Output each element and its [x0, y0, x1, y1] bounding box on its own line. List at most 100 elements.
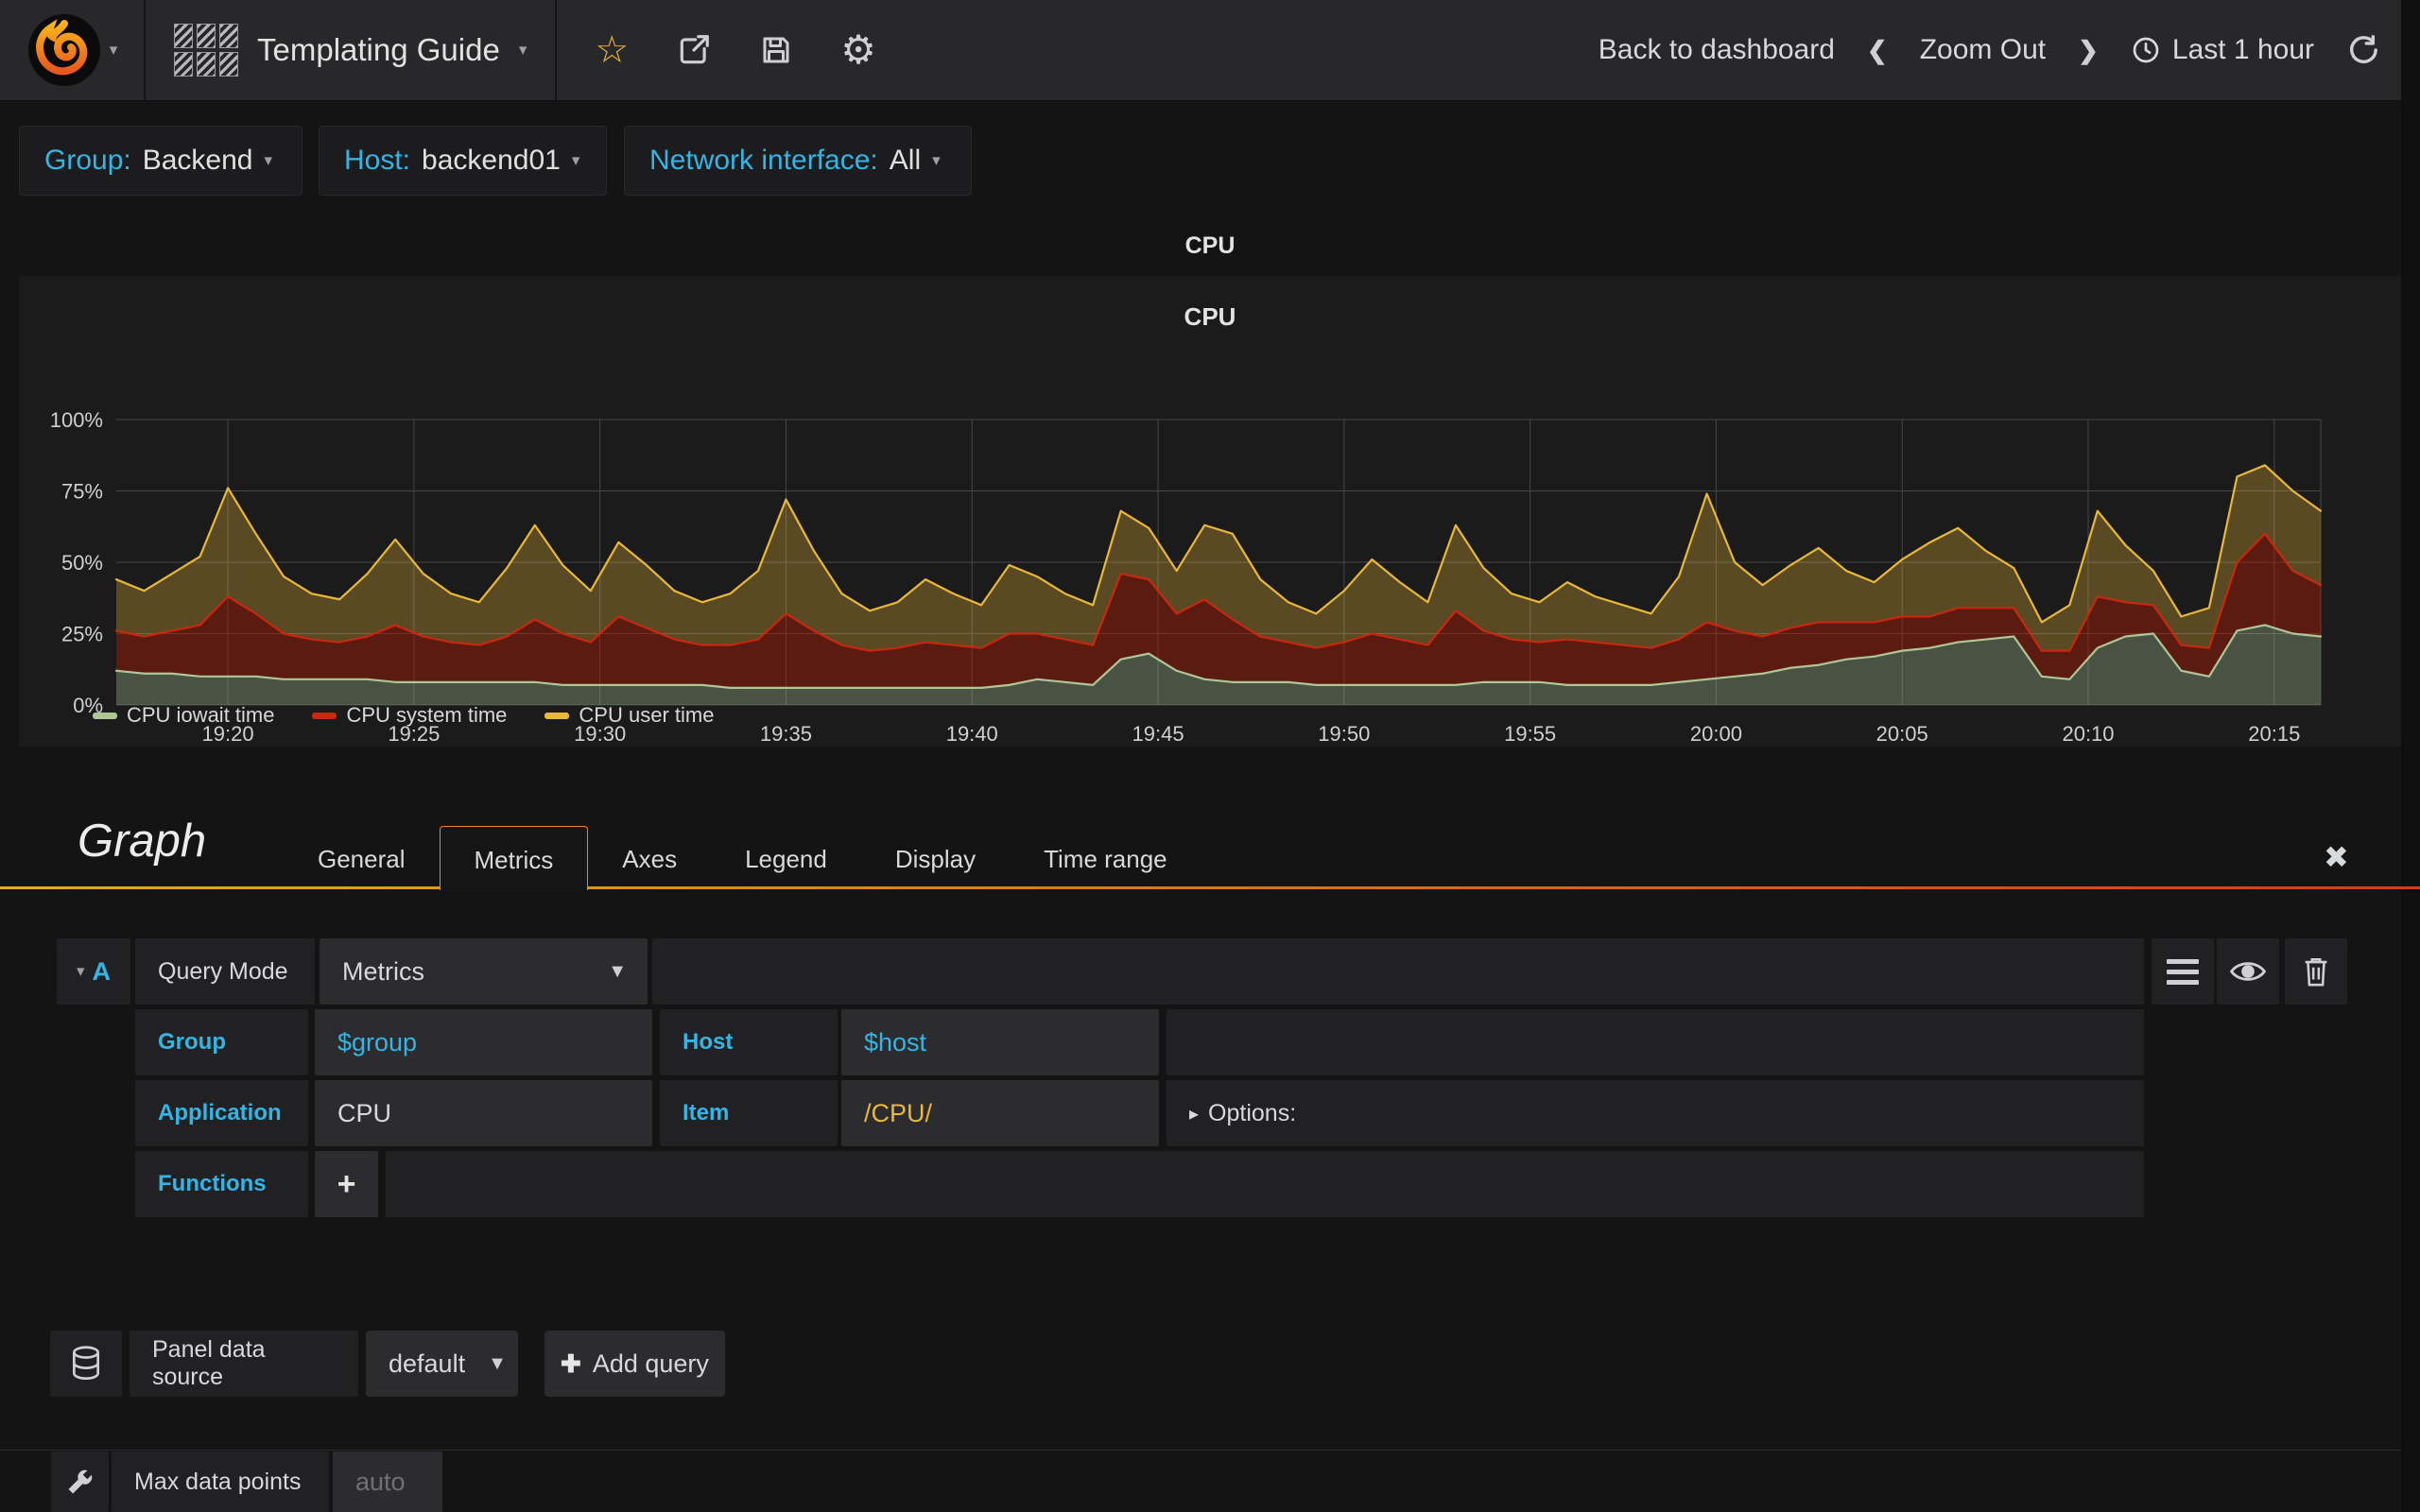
- tab-metrics[interactable]: Metrics: [439, 826, 589, 890]
- select-caret-icon: ▼: [608, 960, 627, 982]
- application-label: Application: [158, 1100, 282, 1125]
- logo-caret-icon: ▾: [109, 41, 118, 59]
- cpu-chart-svg: 0%25%50%75%100%19:20 19:25 19:30 19:35 19:40…: [50, 408, 2323, 746]
- navbar-right: Back to dashboard ❮ Zoom Out ❯ Last 1 ho…: [1599, 34, 2420, 66]
- query-menu-button[interactable]: [2152, 938, 2214, 1005]
- variable-group-value: Backend: [142, 145, 253, 176]
- max-data-points-input[interactable]: auto: [333, 1452, 442, 1512]
- query-mode-select[interactable]: Metrics ▼: [320, 938, 648, 1005]
- dashboard-title-menu[interactable]: Templating Guide ▾: [146, 0, 555, 100]
- collapse-caret-icon: ▾: [76, 962, 85, 980]
- gear-icon[interactable]: ⚙: [840, 27, 876, 72]
- variable-netif-caret-icon: ▾: [932, 151, 941, 169]
- svg-text:20:05: 20:05: [1876, 722, 1928, 746]
- star-icon[interactable]: ☆: [595, 29, 630, 71]
- navbar: ▾ Templating Guide ▾ ☆ ⚙ B: [0, 0, 2420, 101]
- save-icon[interactable]: [759, 33, 793, 67]
- navbar-separator: [144, 0, 146, 100]
- add-query-label: Add query: [592, 1349, 709, 1378]
- wrench-icon: [68, 1469, 92, 1494]
- group-value: $group: [337, 1027, 418, 1057]
- svg-text:19:30: 19:30: [574, 722, 626, 746]
- legend-item[interactable]: CPU iowait time: [93, 703, 274, 728]
- variable-netif-label: Network interface:: [649, 145, 878, 176]
- item-input[interactable]: /CPU/: [841, 1080, 1159, 1146]
- options-label: Options:: [1208, 1099, 1297, 1126]
- group-label: Group: [158, 1029, 226, 1055]
- svg-text:19:20: 19:20: [202, 722, 254, 746]
- plus-icon: +: [337, 1165, 356, 1202]
- database-icon: [72, 1346, 100, 1381]
- variable-group-label: Group:: [44, 145, 131, 176]
- query-ref-toggle[interactable]: ▾ A: [57, 938, 130, 1005]
- svg-text:100%: 100%: [50, 408, 103, 432]
- grafana-logo[interactable]: ▾: [0, 0, 144, 100]
- tab-general[interactable]: General: [318, 845, 406, 873]
- variable-host-label: Host:: [344, 145, 411, 176]
- query-mode-label: Query Mode: [158, 957, 288, 985]
- variable-group-caret-icon: ▾: [264, 151, 273, 169]
- legend-item[interactable]: CPU user time: [544, 703, 714, 728]
- tab-legend[interactable]: Legend: [745, 845, 827, 873]
- add-query-button[interactable]: ✚ Add query: [544, 1331, 725, 1397]
- tab-time-range[interactable]: Time range: [1044, 845, 1167, 873]
- legend-swatch-user: [544, 712, 570, 719]
- chart-legend: CPU iowait time CPU system time CPU user…: [93, 703, 714, 728]
- editor-tabs: General Metrics Axes Legend Display Time…: [284, 826, 1201, 893]
- svg-text:19:55: 19:55: [1504, 722, 1556, 746]
- host-value: $host: [864, 1027, 927, 1057]
- query-row-filler: [652, 938, 2144, 1005]
- application-input[interactable]: CPU: [315, 1080, 652, 1146]
- max-data-points-label: Max data points: [134, 1468, 302, 1495]
- variable-network-interface[interactable]: Network interface: All ▾: [624, 126, 972, 196]
- variable-netif-value: All: [889, 145, 922, 176]
- tab-underline: [0, 886, 2420, 889]
- tab-axes[interactable]: Axes: [622, 845, 678, 873]
- legend-item[interactable]: CPU system time: [312, 703, 507, 728]
- datasource-icon-box: [50, 1331, 122, 1397]
- share-icon[interactable]: [676, 32, 712, 68]
- host-label-box: Host: [660, 1009, 838, 1075]
- application-value: CPU: [337, 1098, 392, 1127]
- svg-text:20:15: 20:15: [2248, 722, 2300, 746]
- chart-title: CPU: [1184, 302, 1236, 331]
- variable-host[interactable]: Host: backend01 ▾: [319, 126, 607, 196]
- host-input[interactable]: $host: [841, 1009, 1159, 1075]
- query-toggle-visibility-button[interactable]: [2217, 938, 2279, 1005]
- svg-text:19:50: 19:50: [1318, 722, 1370, 746]
- select-caret-icon: ▼: [488, 1352, 507, 1374]
- cpu-graph-panel[interactable]: CPU 0% 25% 50% 75% 100% 19:20 19:25 19:30 19:35 1…: [19, 276, 2401, 747]
- tab-display[interactable]: Display: [894, 845, 977, 873]
- plus-icon: ✚: [561, 1349, 581, 1378]
- time-shift-left-icon[interactable]: ❮: [1866, 35, 1888, 64]
- svg-text:19:40: 19:40: [946, 722, 998, 746]
- panel-title[interactable]: CPU: [1184, 232, 1236, 259]
- add-function-button[interactable]: +: [315, 1151, 378, 1217]
- svg-text:25%: 25%: [61, 623, 103, 646]
- panel-editor-title: Graph: [78, 816, 207, 867]
- grafana-logo-icon: [27, 14, 100, 86]
- dashboard-title-caret-icon: ▾: [518, 41, 527, 59]
- svg-text:19:35: 19:35: [760, 722, 812, 746]
- close-editor-icon[interactable]: ✖: [2324, 840, 2349, 874]
- legend-swatch-iowait: [93, 712, 117, 719]
- section-separator: [0, 1450, 2420, 1451]
- zoom-out-button[interactable]: Zoom Out: [1919, 34, 2047, 65]
- time-range-picker[interactable]: Last 1 hour: [2131, 34, 2314, 66]
- eye-icon: [2230, 962, 2266, 981]
- scrollbar-track[interactable]: [2401, 0, 2420, 1512]
- query-delete-button[interactable]: [2285, 938, 2347, 1005]
- group-input[interactable]: $group: [315, 1009, 652, 1075]
- time-shift-right-icon[interactable]: ❯: [2078, 35, 2099, 64]
- refresh-icon[interactable]: [2346, 34, 2378, 66]
- menu-icon: [2167, 958, 2199, 985]
- navbar-actions: ☆ ⚙: [557, 30, 876, 70]
- item-label-box: Item: [660, 1080, 838, 1146]
- query-ref-id: A: [92, 956, 112, 986]
- options-toggle[interactable]: ▸ Options:: [1167, 1080, 2144, 1146]
- clock-icon: [2133, 37, 2159, 63]
- variable-group[interactable]: Group: Backend ▾: [19, 126, 302, 196]
- datasource-select[interactable]: default ▼: [366, 1331, 518, 1397]
- variable-host-caret-icon: ▾: [571, 151, 580, 169]
- back-to-dashboard-button[interactable]: Back to dashboard: [1598, 34, 1835, 65]
